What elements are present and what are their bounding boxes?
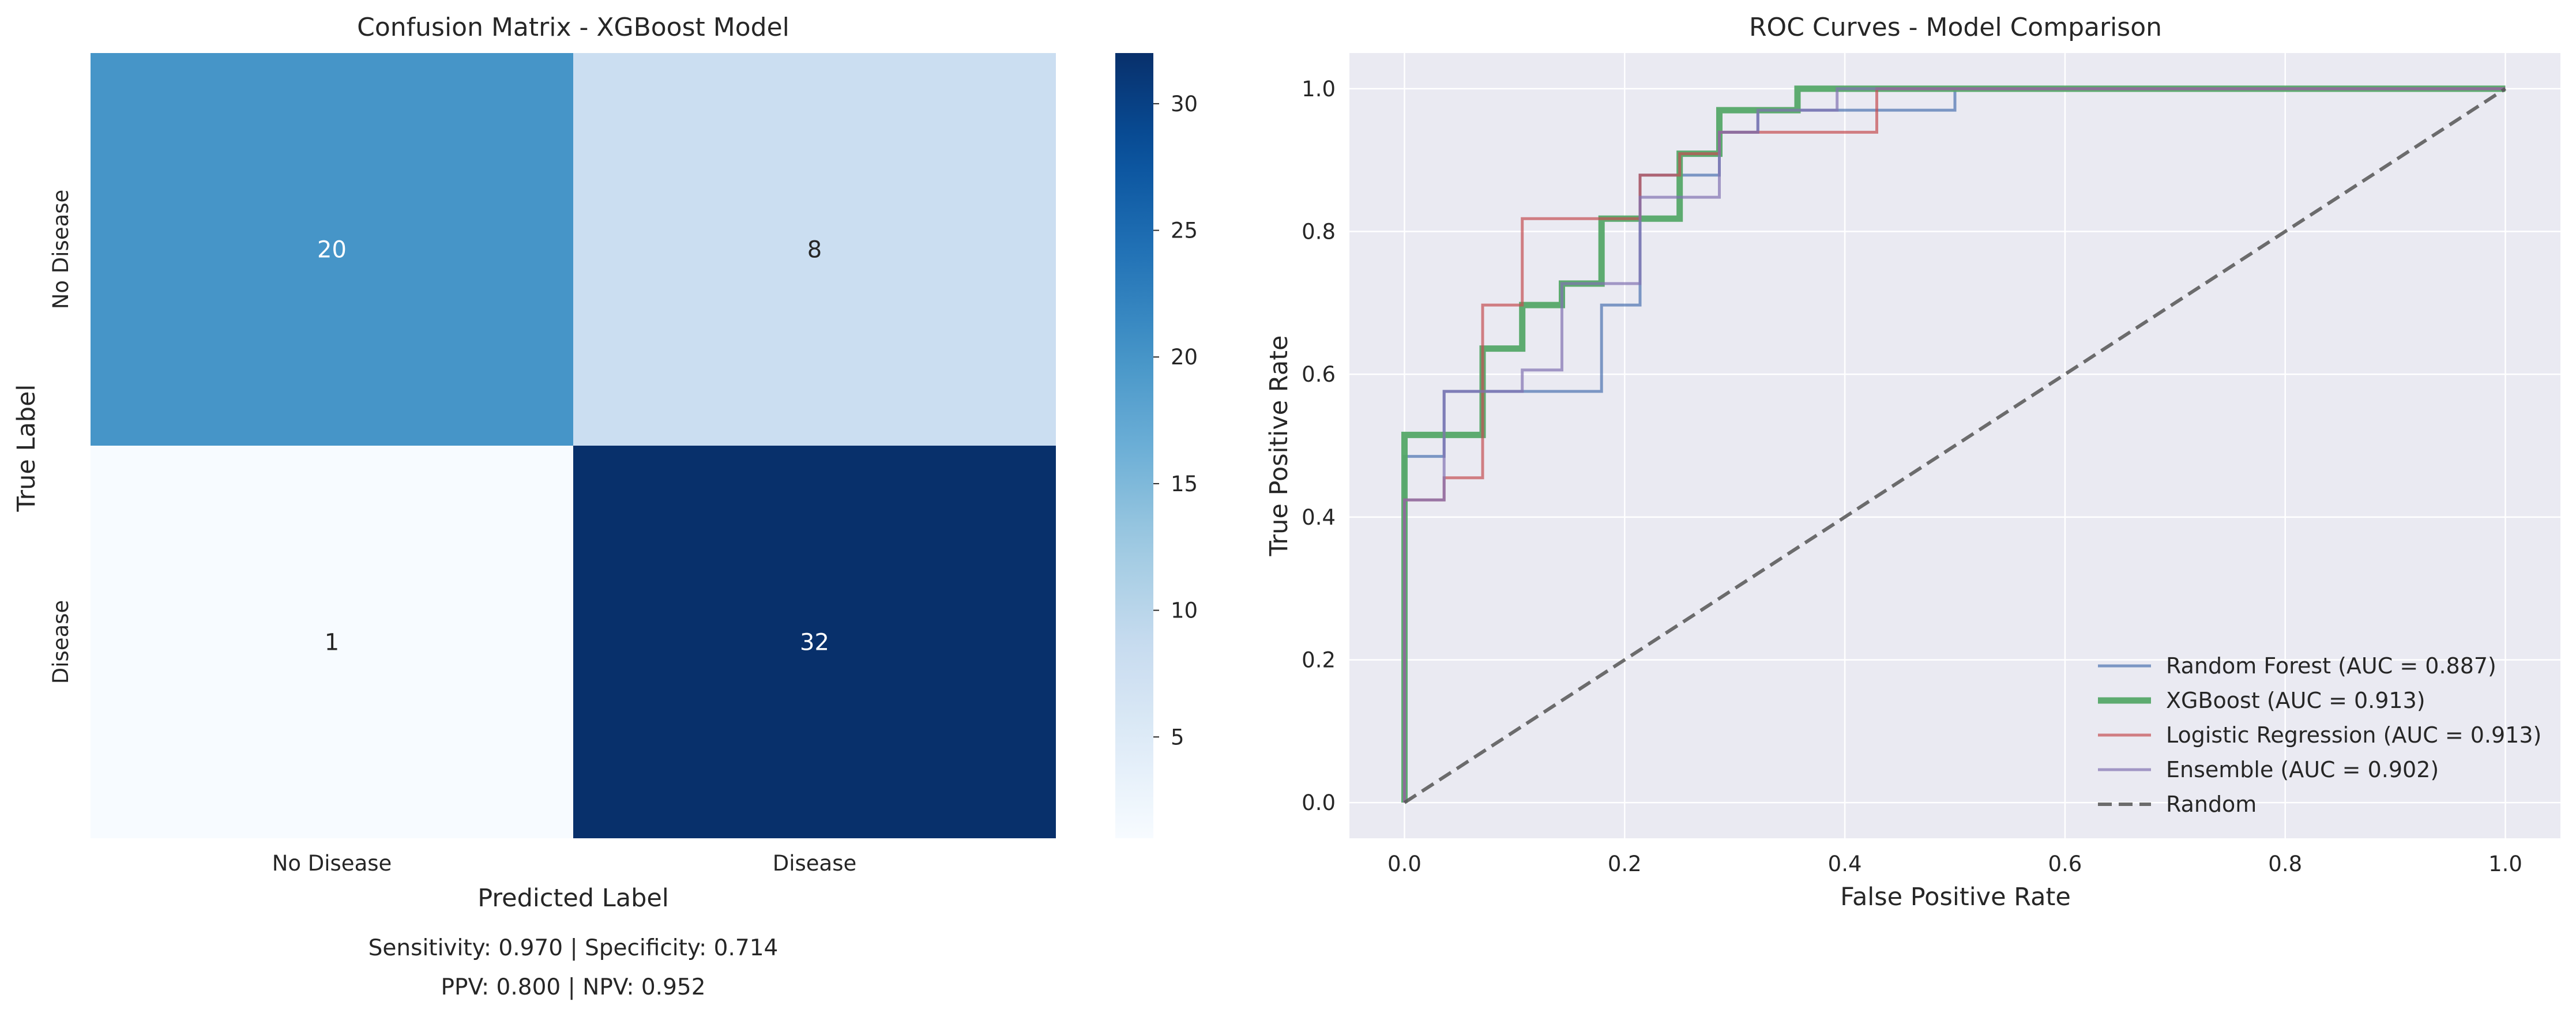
legend-label: Random Forest (AUC = 0.887) (2166, 653, 2496, 679)
legend-label: Ensemble (AUC = 0.902) (2166, 757, 2439, 782)
heatmap-cell (573, 446, 1056, 838)
heatmap-cell-value: 1 (325, 630, 339, 656)
tpr-axis-title: True Positive Rate (1265, 335, 1293, 556)
x-tick-label: 0.4 (1828, 852, 1862, 876)
x-tick-label: 0.0 (1387, 852, 1421, 876)
metrics-line-1: Sensitivity: 0.970 | Specificity: 0.714 (368, 935, 779, 961)
x-tick-label: 1.0 (2488, 852, 2522, 876)
x-tick-label: Disease (773, 851, 857, 876)
roc-series-line (1403, 87, 2506, 803)
heatmap-cell (91, 446, 573, 838)
fpr-axis-title: False Positive Rate (1840, 883, 2071, 911)
roc-legend: Random Forest (AUC = 0.887) XGBoost (AUC … (2098, 653, 2541, 817)
y-tick-label: 1.0 (1302, 77, 1336, 101)
legend-label: Logistic Regression (AUC = 0.913) (2166, 722, 2541, 748)
roc-panel: ROC Curves - Model Comparison 0.0 0.2 0.4 0… (1265, 13, 2560, 911)
y-tick-label: No Disease (48, 190, 73, 310)
roc-title: ROC Curves - Model Comparison (1749, 13, 2162, 42)
predicted-label-axis-title: Predicted Label (477, 884, 669, 913)
colorbar-tick-label: 15 (1171, 472, 1198, 496)
x-tick-label: 0.2 (1608, 852, 1642, 876)
heatmap-cell (573, 53, 1056, 446)
x-tick-label: 0.8 (2268, 852, 2302, 876)
y-tick-label: 0.4 (1302, 505, 1336, 530)
confusion-matrix-title: Confusion Matrix - XGBoost Model (357, 13, 789, 42)
x-tick-label: No Disease (272, 851, 392, 876)
heatmap-cell-value: 32 (800, 630, 829, 656)
y-tick-label: Disease (48, 600, 73, 684)
heatmap-cell-value: 20 (317, 237, 347, 263)
colorbar-tick-label: 30 (1171, 92, 1198, 116)
colorbar-tick-label: 20 (1171, 345, 1198, 370)
colorbar: 5 10 15 20 25 30 (1115, 53, 1198, 838)
x-tick-label: 0.6 (2048, 852, 2082, 876)
metrics-line-2: PPV: 0.800 | NPV: 0.952 (441, 974, 705, 1000)
confusion-matrix-panel: Confusion Matrix - XGBoost Model 20 81 32 … (12, 13, 1198, 1000)
roc-ticks: 0.0 0.2 0.4 0.6 0.8 1.0 0.0 0.2 0.4 0.6 0.8 1.0 (1302, 77, 2522, 876)
colorbar-gradient (1115, 53, 1153, 838)
confusion-matrix-cells: 20 8 1 32 (91, 53, 1056, 838)
colorbar-tick-label: 5 (1171, 725, 1184, 749)
confusion-matrix-ticks: No Disease Disease No Disease Disease (48, 190, 856, 876)
legend-label: Random (2166, 792, 2257, 817)
true-label-axis-title: True Label (12, 384, 41, 512)
y-tick-label: 0.0 (1302, 790, 1336, 815)
heatmap-cell (91, 53, 573, 446)
y-tick-label: 0.8 (1302, 220, 1336, 244)
colorbar-tick-label: 10 (1171, 598, 1198, 623)
legend-label: XGBoost (AUC = 0.913) (2166, 688, 2425, 713)
colorbar-tick-label: 25 (1171, 219, 1198, 243)
y-tick-label: 0.2 (1302, 647, 1336, 672)
y-tick-label: 0.6 (1302, 362, 1336, 387)
roc-lines (1401, 85, 2507, 804)
roc-series-line (1403, 87, 2507, 804)
heatmap-cell-value: 8 (807, 237, 822, 263)
